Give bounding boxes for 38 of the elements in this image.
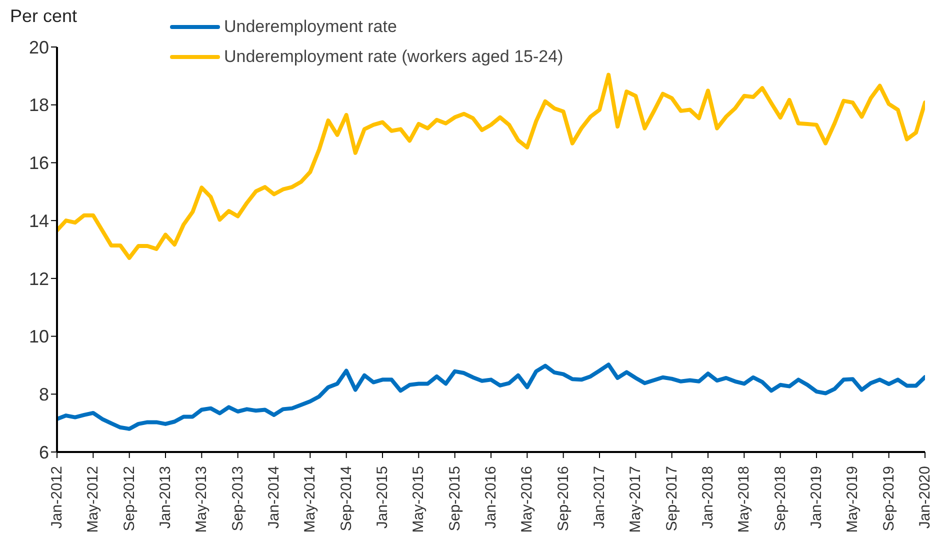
x-tick-label: Jan-2020 bbox=[916, 466, 934, 529]
y-axis-title: Per cent bbox=[10, 6, 78, 27]
y-tick-label: 18 bbox=[28, 95, 49, 116]
x-tick-label: Sep-2012 bbox=[120, 466, 138, 532]
legend-label: Underemployment rate (workers aged 15-24) bbox=[224, 47, 564, 67]
x-tick-label: Jan-2016 bbox=[482, 466, 500, 529]
x-tick-label: May-2015 bbox=[410, 466, 428, 533]
x-tick-label: Sep-2017 bbox=[663, 466, 680, 532]
y-tick-label: 20 bbox=[28, 37, 49, 58]
x-tick-label: Jan-2013 bbox=[157, 466, 174, 529]
y-tick-label: 14 bbox=[28, 210, 49, 231]
x-tick-label: May-2017 bbox=[627, 466, 644, 533]
y-tick-label: 10 bbox=[28, 326, 49, 347]
x-tick-label: Sep-2018 bbox=[772, 466, 789, 532]
x-tick-label: Jan-2017 bbox=[591, 466, 608, 529]
x-tick-label: Sep-2013 bbox=[229, 466, 246, 532]
x-tick-label: May-2012 bbox=[84, 466, 102, 533]
x-tick-label: May-2019 bbox=[844, 466, 862, 533]
x-tick-label: Jan-2012 bbox=[48, 466, 66, 529]
legend-label: Underemployment rate bbox=[224, 17, 397, 37]
x-tick-label: Jan-2015 bbox=[374, 466, 391, 529]
line-series bbox=[57, 72, 925, 260]
x-tick-label: May-2013 bbox=[193, 466, 210, 533]
line-series bbox=[57, 362, 925, 431]
x-tick-label: May-2018 bbox=[736, 466, 753, 533]
x-tick-label: Sep-2016 bbox=[554, 466, 572, 532]
x-tick-label: May-2016 bbox=[518, 466, 536, 533]
x-tick-label: Jan-2014 bbox=[266, 466, 282, 529]
y-tick-label: 8 bbox=[38, 384, 49, 405]
x-tick-label: Sep-2015 bbox=[446, 466, 464, 532]
y-tick-label: 6 bbox=[38, 442, 49, 462]
x-tick-label: Jan-2019 bbox=[808, 466, 825, 529]
x-tick-label: Jan-2018 bbox=[700, 466, 716, 529]
y-tick-label: 12 bbox=[28, 268, 49, 289]
x-tick-label: Sep-2019 bbox=[880, 466, 898, 532]
x-tick-label: May-2014 bbox=[302, 466, 319, 533]
y-tick-label: 16 bbox=[28, 153, 49, 174]
x-tick-label: Sep-2014 bbox=[338, 466, 355, 532]
